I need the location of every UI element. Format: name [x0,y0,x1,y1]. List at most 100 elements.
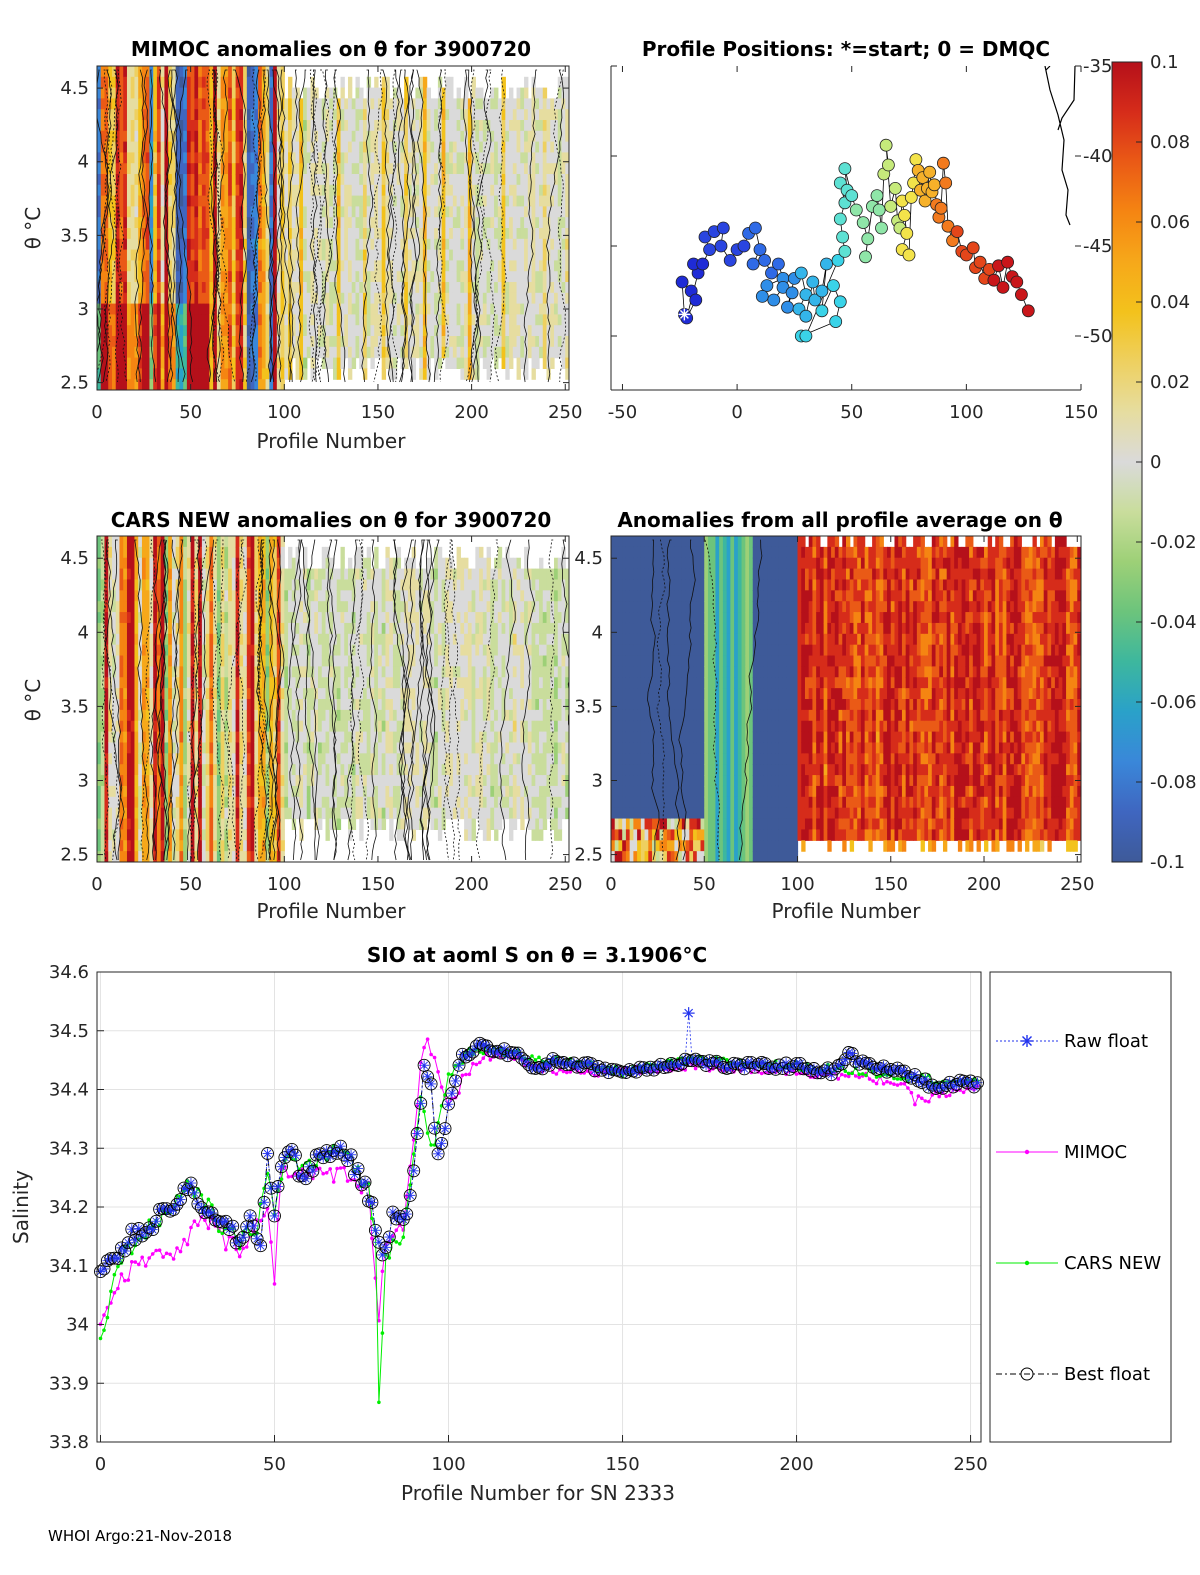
heatmap-cell [426,303,431,315]
heatmap-cell [231,644,237,657]
heatmap-cell [546,130,551,143]
heatmap-cell [130,622,136,635]
heatmap-cell [445,195,450,207]
heatmap-cell [220,152,225,164]
panel-profile-positions: Profile Positions: *=start; 0 = DMQC -50… [608,37,1113,423]
heatmap-cell [100,109,106,121]
heatmap-cell [565,141,569,153]
heatmap-cell [355,336,360,348]
heatmap-cell [198,622,203,635]
heatmap-cell [561,174,566,186]
heatmap-cell [175,655,181,667]
heatmap-cell [531,76,536,89]
heatmap-cell [392,368,398,380]
heatmap-cell [104,228,109,240]
heatmap-cell [561,195,566,207]
heatmap-cell [111,292,117,305]
contour-line [373,69,383,383]
heatmap-cell [276,292,282,305]
heatmap-cell [153,764,158,776]
heatmap-cell [239,840,244,852]
heatmap-cell [527,346,533,359]
heatmap-cell [224,346,229,359]
heatmap-cell [422,174,428,186]
heatmap-cell [265,109,270,121]
heatmap-cell [97,579,102,591]
heatmap-cell [123,796,128,809]
contour-line [110,69,128,383]
x-tick-label: 100 [267,402,301,423]
heatmap-cell [434,336,439,348]
heatmap-cell [482,109,488,121]
heatmap-cell [179,346,184,359]
heatmap-cell [126,807,132,820]
heatmap-cell [385,152,390,164]
heatmap-cell [344,152,349,164]
heatmap-cell [362,184,368,197]
heatmap-cell [344,346,349,359]
heatmap-cell [130,601,136,613]
heatmap-cell [392,206,398,218]
heatmap-cell [303,357,308,369]
heatmap-cell [111,87,117,99]
heatmap-cell [561,120,566,132]
heatmap-cell [464,336,469,348]
heatmap-cell [243,709,248,722]
heatmap-cell [246,785,252,798]
heatmap-cell [389,303,394,315]
heatmap-cell [111,546,117,559]
heatmap-cell [494,303,499,315]
heatmap-cell [509,120,514,132]
heatmap-cell [389,282,394,294]
heatmap-cell [175,87,181,99]
heatmap-cell [318,271,323,283]
heatmap-cell [449,292,454,305]
heatmap-cell [441,206,446,218]
heatmap-cell [456,303,461,315]
heatmap-cell [392,336,398,348]
heatmap-cell [445,98,450,110]
heatmap-cell [490,109,495,121]
heatmap-cell [126,840,132,852]
heatmap-cell [554,217,559,229]
heatmap-cell [340,346,345,359]
heatmap-cell [164,764,169,776]
heatmap-cell [209,601,214,613]
heatmap-cell [370,163,375,175]
heatmap-cell [467,141,473,153]
heatmap-cell [299,228,304,240]
heatmap-cell [141,282,147,294]
heatmap-cell [228,622,233,635]
heatmap-cell [213,818,218,830]
heatmap-cell [209,228,214,240]
heatmap-cell [362,109,368,121]
heatmap-cell [426,292,431,305]
heatmap-cell [119,120,124,132]
heatmap-cell [228,720,233,733]
heatmap-cell [336,249,342,261]
heatmap-cell [126,579,132,591]
heatmap-cell [239,633,244,646]
heatmap-cell [134,217,139,229]
heatmap-cell [179,785,184,798]
heatmap-cell [213,851,218,862]
heatmap-cell [250,851,255,862]
heatmap-cell [542,249,548,261]
heatmap-cell [235,109,240,121]
heatmap-cell [190,655,195,667]
heatmap-cell [231,379,237,390]
heatmap-cell [524,238,529,251]
heatmap-cell [168,249,173,261]
heatmap-cell [209,731,214,744]
heatmap-cell [164,785,169,798]
heatmap-cell [246,753,252,765]
heatmap-cell [497,325,503,337]
heatmap-cell [456,271,461,283]
heatmap-cell [190,568,195,581]
heatmap-cell [374,325,379,337]
heatmap-cell [216,98,222,110]
heatmap-cell [475,228,480,240]
heatmap-cell [333,109,338,121]
profile-position-point [838,162,852,176]
heatmap-cell [175,282,181,294]
